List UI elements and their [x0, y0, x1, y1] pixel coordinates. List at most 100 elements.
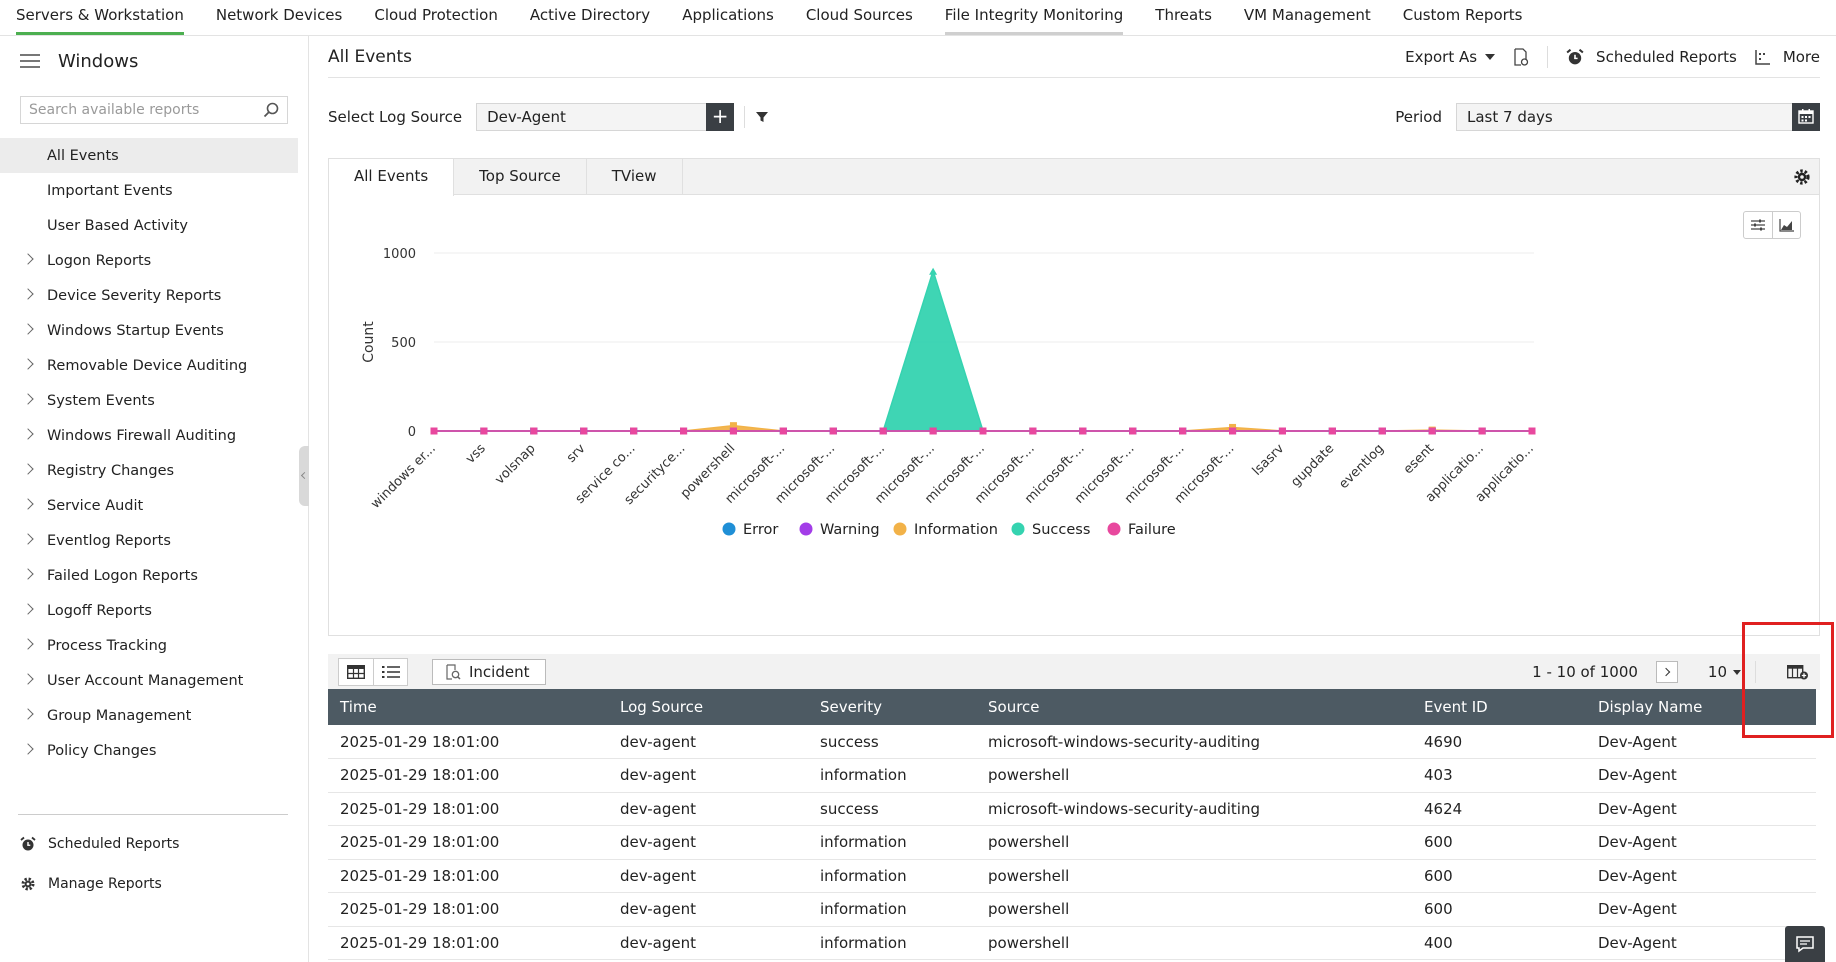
sidebar-item[interactable]: Registry Changes [0, 453, 308, 488]
column-header-event-id[interactable]: Event ID [1412, 689, 1586, 725]
sidebar-item[interactable]: Logoff Reports [0, 593, 308, 628]
data-point[interactable] [480, 427, 488, 435]
chevron-right-icon[interactable] [22, 638, 34, 650]
chevron-right-icon[interactable] [22, 498, 34, 510]
nav-tab-vm-management[interactable]: VM Management [1243, 6, 1371, 24]
sidebar-item[interactable]: Removable Device Auditing [0, 348, 308, 383]
chat-button[interactable] [1785, 926, 1825, 962]
manage-reports-link[interactable]: Manage Reports [20, 876, 162, 892]
incident-button[interactable]: Incident [432, 659, 547, 685]
data-point[interactable] [530, 427, 538, 435]
nav-tab-cloud-sources[interactable]: Cloud Sources [805, 6, 913, 24]
sidebar-item[interactable]: Failed Logon Reports [0, 558, 308, 593]
data-point[interactable] [430, 427, 438, 435]
chevron-right-icon[interactable] [22, 533, 34, 545]
data-point[interactable] [1129, 427, 1137, 435]
table-row[interactable]: 2025-01-29 18:01:00 dev-agent success micro… [328, 792, 1816, 826]
sidebar-item[interactable]: User Based Activity [0, 208, 308, 243]
nav-tab-active-directory[interactable]: Active Directory [529, 6, 651, 24]
chevron-right-icon[interactable] [22, 603, 34, 615]
sidebar-item[interactable]: Policy Changes [0, 733, 308, 768]
data-point[interactable] [1229, 427, 1237, 435]
data-point[interactable] [1478, 427, 1486, 435]
chevron-right-icon[interactable] [22, 708, 34, 720]
data-point[interactable] [929, 267, 938, 275]
data-point[interactable] [1179, 427, 1187, 435]
legend-marker-success[interactable] [1011, 522, 1025, 536]
data-point[interactable] [879, 427, 887, 435]
sidebar-item[interactable]: Group Management [0, 698, 308, 733]
chart-options-button[interactable] [1744, 212, 1772, 238]
nav-tab-threats[interactable]: Threats [1155, 6, 1212, 24]
data-point[interactable] [729, 427, 737, 435]
chart-type-button[interactable] [1772, 212, 1800, 238]
more-button[interactable]: More [1755, 48, 1820, 66]
legend-marker-warning[interactable] [799, 522, 813, 536]
search-icon[interactable] [263, 102, 279, 118]
column-header-log-source[interactable]: Log Source [608, 689, 808, 725]
period-field[interactable]: Last 7 days [1456, 103, 1820, 131]
hamburger-menu-icon[interactable] [20, 54, 40, 68]
nav-tab-cloud-protection[interactable]: Cloud Protection [374, 6, 498, 24]
column-header-severity[interactable]: Severity [808, 689, 976, 725]
data-point[interactable] [1229, 423, 1237, 431]
column-header-source[interactable]: Source [976, 689, 1412, 725]
legend-marker-failure[interactable] [1107, 522, 1121, 536]
data-point[interactable] [1328, 427, 1336, 435]
sidebar-item[interactable]: Logon Reports [0, 243, 308, 278]
settings-gear-icon[interactable] [1793, 168, 1811, 186]
sidebar-collapse-handle[interactable] [299, 446, 309, 506]
data-point[interactable] [1079, 427, 1087, 435]
scheduled-reports-link[interactable]: Scheduled Reports [20, 836, 179, 852]
page-size-select[interactable]: 10 [1708, 663, 1741, 681]
add-log-source-button[interactable]: + [706, 103, 735, 131]
report-search-input[interactable] [29, 102, 259, 118]
data-point[interactable] [929, 427, 937, 435]
next-page-button[interactable] [1655, 661, 1678, 683]
nav-tab-applications[interactable]: Applications [682, 6, 774, 24]
column-chooser-button[interactable] [1786, 661, 1810, 683]
filter-icon[interactable] [755, 110, 769, 124]
chevron-right-icon[interactable] [22, 568, 34, 580]
legend-label-warning[interactable]: Warning [820, 522, 880, 538]
table-row[interactable]: 2025-01-29 18:01:00 dev-agent information p… [328, 926, 1816, 960]
sidebar-item[interactable]: System Events [0, 383, 308, 418]
table-view-button[interactable] [339, 659, 373, 685]
tab-top-source[interactable]: Top Source [454, 159, 587, 195]
data-point[interactable] [829, 427, 837, 435]
sidebar-item[interactable]: Eventlog Reports [0, 523, 308, 558]
sidebar-item[interactable]: Process Tracking [0, 628, 308, 663]
chevron-right-icon[interactable] [22, 253, 34, 265]
table-row[interactable]: 2025-01-29 18:01:00 dev-agent success micro… [328, 725, 1816, 759]
data-point[interactable] [779, 427, 787, 435]
chevron-right-icon[interactable] [22, 463, 34, 475]
nav-tab-file-integrity-monitoring[interactable]: File Integrity Monitoring [944, 0, 1140, 35]
legend-label-failure[interactable]: Failure [1128, 522, 1176, 538]
chevron-right-icon[interactable] [22, 428, 34, 440]
sidebar-item[interactable]: Device Severity Reports [0, 278, 308, 313]
column-header-time[interactable]: Time [328, 689, 608, 725]
list-view-button[interactable] [373, 659, 407, 685]
data-point[interactable] [1029, 427, 1037, 435]
data-point[interactable] [1378, 427, 1386, 435]
table-row[interactable]: 2025-01-29 18:01:00 dev-agent information p… [328, 758, 1816, 793]
export-as-dropdown[interactable]: Export As [1405, 48, 1496, 66]
calendar-button[interactable] [1792, 103, 1820, 131]
tab-tview[interactable]: TView [587, 159, 683, 195]
data-point[interactable] [1278, 427, 1286, 435]
data-point[interactable] [680, 427, 688, 435]
chevron-right-icon[interactable] [22, 288, 34, 300]
chevron-right-icon[interactable] [22, 393, 34, 405]
sidebar-item[interactable]: User Account Management [0, 663, 308, 698]
legend-label-success[interactable]: Success [1032, 522, 1090, 538]
data-point[interactable] [1428, 427, 1436, 435]
sidebar-item[interactable]: Windows Startup Events [0, 313, 308, 348]
scheduled-reports-button[interactable]: Scheduled Reports [1566, 48, 1737, 66]
sidebar-item[interactable]: Windows Firewall Auditing [0, 418, 308, 453]
chevron-right-icon[interactable] [22, 323, 34, 335]
table-row[interactable]: 2025-01-29 18:01:00 dev-agent information p… [328, 892, 1816, 927]
nav-tab-custom-reports[interactable]: Custom Reports [1402, 6, 1523, 24]
chevron-right-icon[interactable] [22, 358, 34, 370]
legend-label-error[interactable]: Error [743, 522, 778, 538]
sidebar-item[interactable]: Important Events [0, 173, 308, 208]
